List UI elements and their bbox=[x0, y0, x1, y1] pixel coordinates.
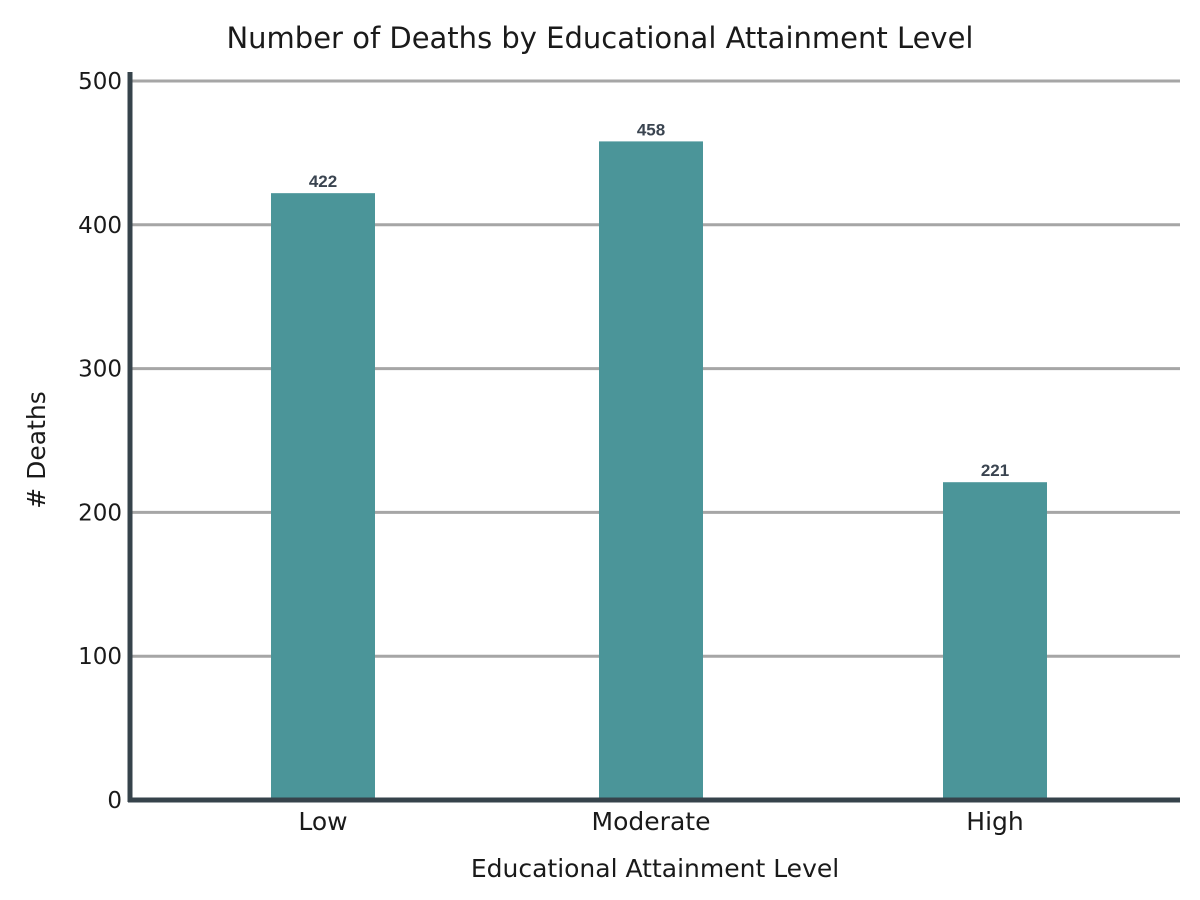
y-axis-label: # Deaths bbox=[22, 391, 51, 509]
x-axis-label: Educational Attainment Level bbox=[471, 854, 839, 883]
data-label-low: 422 bbox=[309, 172, 337, 191]
y-tick-labels: 0 100 200 300 400 500 bbox=[78, 69, 122, 814]
data-labels: 422 458 221 bbox=[309, 120, 1009, 480]
x-tick-label-high: High bbox=[966, 807, 1023, 836]
x-tick-labels: Low Moderate High bbox=[298, 807, 1023, 836]
y-tick-label-200: 200 bbox=[78, 500, 122, 526]
data-label-moderate: 458 bbox=[637, 120, 665, 139]
y-tick-label-100: 100 bbox=[78, 644, 122, 670]
bar-low bbox=[271, 193, 375, 800]
bar-high bbox=[943, 482, 1047, 800]
y-tick-label-0: 0 bbox=[107, 788, 122, 814]
chart-title: Number of Deaths by Educational Attainme… bbox=[226, 21, 973, 55]
y-tick-label-400: 400 bbox=[78, 213, 122, 239]
axes bbox=[127, 72, 1180, 803]
x-tick-label-low: Low bbox=[298, 807, 347, 836]
bar-moderate bbox=[599, 141, 703, 800]
data-label-high: 221 bbox=[981, 461, 1009, 480]
y-tick-label-500: 500 bbox=[78, 69, 122, 95]
bars bbox=[271, 141, 1047, 800]
y-tick-label-300: 300 bbox=[78, 357, 122, 383]
x-tick-label-moderate: Moderate bbox=[592, 807, 711, 836]
